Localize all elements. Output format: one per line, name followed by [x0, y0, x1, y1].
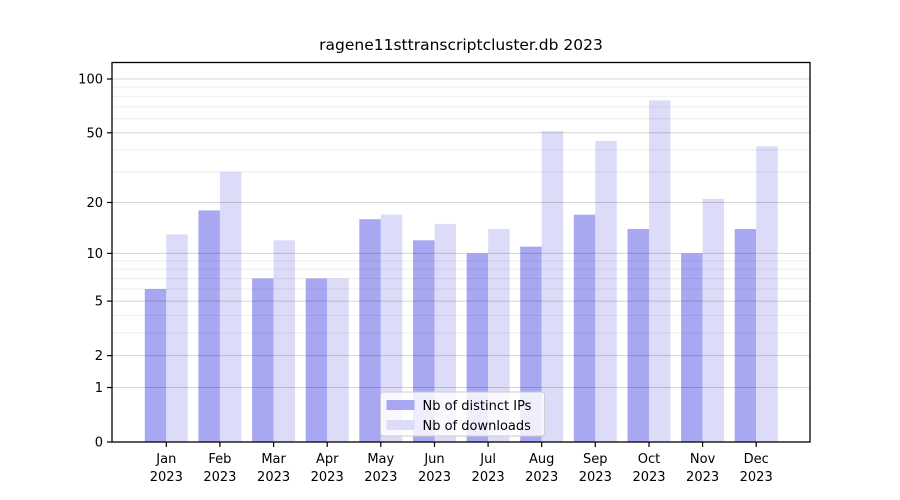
- x-tick-label-year: 2023: [472, 470, 505, 485]
- x-tick-label-month: Jul: [479, 452, 496, 467]
- bar-apr-distinct-ips: [305, 278, 328, 442]
- legend-label-downloads: Nb of downloads: [423, 419, 532, 434]
- x-tick-label-month: Jan: [155, 452, 176, 467]
- bar-oct-downloads: [649, 100, 671, 443]
- bar-nov-downloads: [702, 198, 725, 442]
- x-tick-label-year: 2023: [364, 470, 397, 485]
- chart-title: ragene11sttranscriptcluster.db 2023: [319, 36, 603, 54]
- bar-nov-distinct-ips: [681, 253, 703, 442]
- x-tick-label-year: 2023: [150, 470, 183, 485]
- bar-aug-downloads: [541, 131, 564, 442]
- y-tick-label: 50: [86, 126, 103, 141]
- bar-mar-downloads: [273, 240, 296, 442]
- x-tick-label-year: 2023: [525, 470, 558, 485]
- x-tick-label-month: Nov: [690, 452, 716, 467]
- x-tick-label-year: 2023: [686, 470, 719, 485]
- bar-jan-downloads: [166, 234, 188, 442]
- bar-sep-downloads: [595, 140, 617, 442]
- bar-jun-downloads: [434, 223, 456, 442]
- x-tick-label-month: May: [367, 452, 394, 467]
- x-tick-label-month: Mar: [261, 452, 286, 467]
- legend-label-distinct-ips: Nb of distinct IPs: [423, 399, 532, 414]
- x-tick-label-year: 2023: [579, 470, 612, 485]
- legend-box: [380, 391, 545, 437]
- x-tick-label-year: 2023: [311, 470, 344, 485]
- bar-may-distinct-ips: [359, 219, 381, 442]
- y-tick-label: 0: [95, 436, 103, 451]
- bar-oct-distinct-ips: [627, 229, 649, 442]
- y-tick-label: 1: [95, 381, 103, 396]
- x-tick-label-year: 2023: [418, 470, 451, 485]
- plot-border: [111, 61, 811, 443]
- x-tick-label-month: Sep: [583, 452, 608, 467]
- x-tick-label-year: 2023: [203, 470, 236, 485]
- x-tick-label-month: Aug: [529, 452, 554, 467]
- legend-swatch-distinct-ips: [386, 400, 415, 410]
- x-tick-label-month: Dec: [744, 452, 769, 467]
- legend-swatch-downloads: [386, 420, 415, 430]
- x-tick-label-month: Apr: [316, 452, 339, 467]
- y-tick-label: 10: [86, 247, 103, 262]
- bar-dec-distinct-ips: [734, 229, 757, 442]
- x-tick-label-month: Jun: [423, 452, 444, 467]
- x-tick-label-year: 2023: [257, 470, 290, 485]
- bar-jul-downloads: [488, 229, 510, 442]
- bar-feb-downloads: [219, 171, 242, 442]
- bar-jan-distinct-ips: [144, 289, 167, 442]
- bar-dec-downloads: [756, 146, 778, 442]
- y-tick-label: 100: [78, 73, 103, 88]
- y-tick-label: 20: [86, 196, 103, 211]
- bar-feb-distinct-ips: [198, 210, 220, 442]
- bar-apr-downloads: [327, 278, 349, 442]
- bar-may-downloads: [380, 214, 403, 442]
- x-tick-label-year: 2023: [740, 470, 773, 485]
- y-tick-label: 2: [95, 349, 103, 364]
- x-tick-label-year: 2023: [632, 470, 665, 485]
- y-tick-label: 5: [95, 295, 103, 310]
- x-tick-label-month: Oct: [638, 452, 660, 467]
- bar-mar-distinct-ips: [252, 278, 274, 442]
- bar-sep-distinct-ips: [573, 214, 596, 442]
- x-tick-label-month: Feb: [208, 452, 231, 467]
